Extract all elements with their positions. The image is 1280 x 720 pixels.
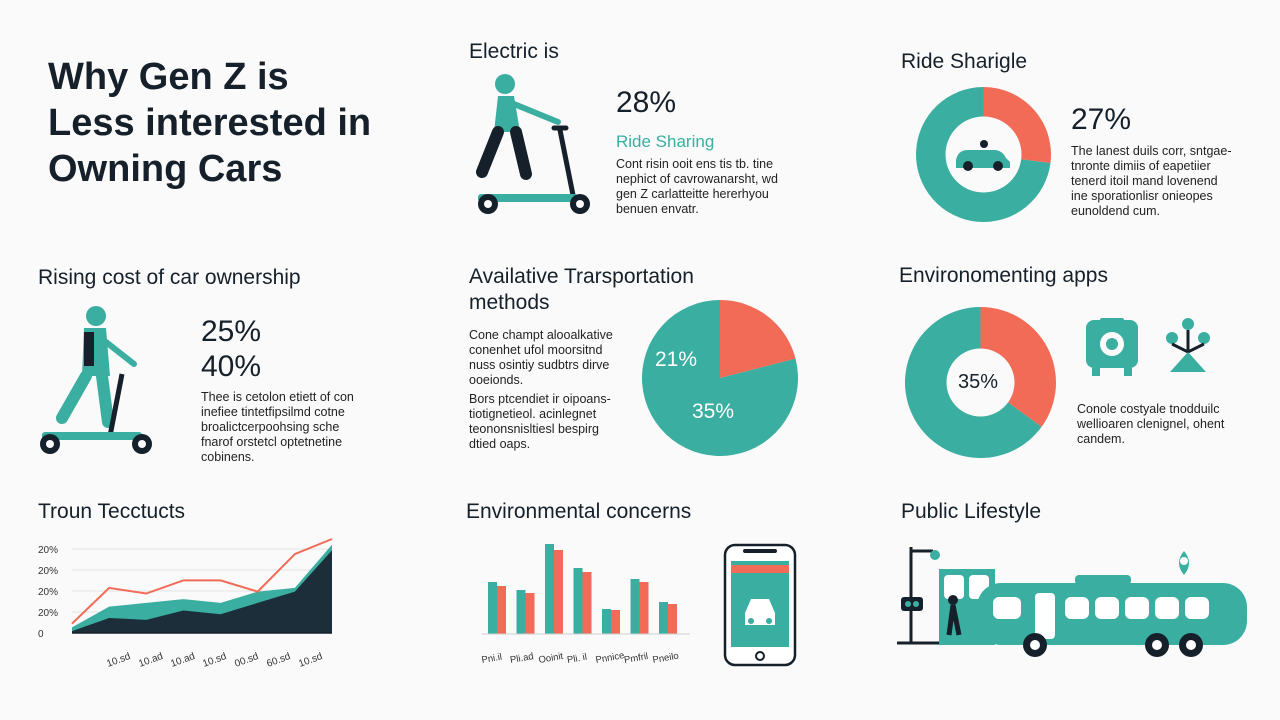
x-tick-label: Pni.il [481, 652, 503, 666]
apps-percent: 35% [958, 371, 999, 393]
public-heading: Public Lifestyle [901, 500, 1042, 523]
ride-body: The lanest duils corr, sntgae- tnronte d… [1071, 144, 1232, 218]
y-tick-label: 20% [38, 587, 58, 598]
alt-body-1: Cone champt alooalkative conenhet ufol m… [469, 328, 613, 387]
scooter-rider-icon [40, 306, 152, 454]
x-tick-label: 10.sd [105, 651, 132, 670]
cost-percent-1: 25% [201, 315, 262, 348]
electric-percent: 28% [616, 86, 677, 119]
line-series [71, 538, 333, 625]
apps-slice [980, 307, 1056, 427]
alt-slice [720, 300, 796, 378]
scooter-rider-icon [476, 74, 590, 214]
cost-heading: Rising cost of car ownership [38, 266, 301, 289]
trend-heading: Troun Tecctucts [38, 500, 186, 523]
electric-subheading: Ride Sharing [616, 132, 715, 151]
bar [525, 593, 535, 634]
electric-body: Cont risin ooit ens tis tb. tine nephict… [616, 157, 778, 216]
car-icon [956, 140, 1010, 171]
bar [602, 609, 611, 634]
apps-donut-chart [905, 307, 1056, 458]
alt-slice [642, 300, 798, 456]
x-tick-label: Ooinit [538, 651, 565, 666]
x-tick-label: 60.sd [265, 651, 292, 670]
y-tick-label: 20% [38, 545, 58, 556]
y-tick-label: 20% [38, 608, 58, 619]
bus-scene-illustration [897, 547, 1247, 657]
page-title: Why Gen Z is Less interested in Owning C… [48, 56, 372, 190]
alt-pie-chart [642, 300, 798, 456]
x-tick-label: 10.ad [169, 651, 196, 670]
bar [611, 610, 620, 634]
alt-heading: Availative Trarsportation methods [469, 265, 694, 314]
y-tick-label: 0 [38, 629, 44, 640]
x-tick-label: 10.sd [297, 651, 324, 670]
alt-body-2: Bors ptcendiet ir oipoans- tiotignetieol… [469, 392, 611, 451]
donut-hole [946, 348, 1015, 417]
alt-label-b: 35% [692, 400, 735, 423]
bar [582, 572, 592, 634]
bar [659, 602, 668, 634]
ride-heading: Ride Sharigle [901, 50, 1028, 73]
bar [573, 568, 583, 634]
bar [516, 590, 526, 634]
x-tick-label: Pli. il [566, 652, 588, 666]
alt-label-a: 21% [655, 348, 698, 371]
apps-heading: Environomenting apps [899, 264, 1108, 287]
x-tick-label: Pmfril [623, 651, 649, 666]
x-tick-label: 10.ad [137, 651, 164, 670]
cost-body: Thee is cetolon etiett of con inefiee ti… [201, 390, 354, 464]
bar [630, 579, 640, 634]
bar [668, 604, 677, 634]
network-icon [1166, 318, 1210, 372]
bar [639, 582, 649, 634]
cost-percent-2: 40% [201, 350, 262, 383]
x-tick-label: 00.sd [233, 651, 260, 670]
trend-area-chart: 20% 20% 20% 20% 0 10.sd 10.ad 10.ad 10.sd 00.sd 60… [38, 538, 333, 670]
concerns-heading: Environmental concerns [466, 500, 692, 523]
x-tick-label: Pnnice [595, 650, 626, 666]
y-tick-label: 20% [38, 566, 58, 577]
x-tick-label: 10.sd [201, 651, 228, 670]
apps-body: Conole costyale tnodduilc wellioaren cle… [1077, 402, 1225, 446]
x-tick-label: Pli.ad [509, 651, 534, 666]
ride-percent: 27% [1071, 103, 1132, 136]
x-tick-label: Pneilo [652, 651, 680, 666]
bar [554, 550, 563, 634]
app-device-icon [1086, 318, 1138, 376]
bar [545, 544, 554, 634]
electric-heading: Electric is [469, 40, 559, 63]
area-series [72, 550, 332, 633]
bar [488, 582, 497, 634]
bar [497, 586, 506, 634]
smartphone-icon [723, 543, 797, 667]
